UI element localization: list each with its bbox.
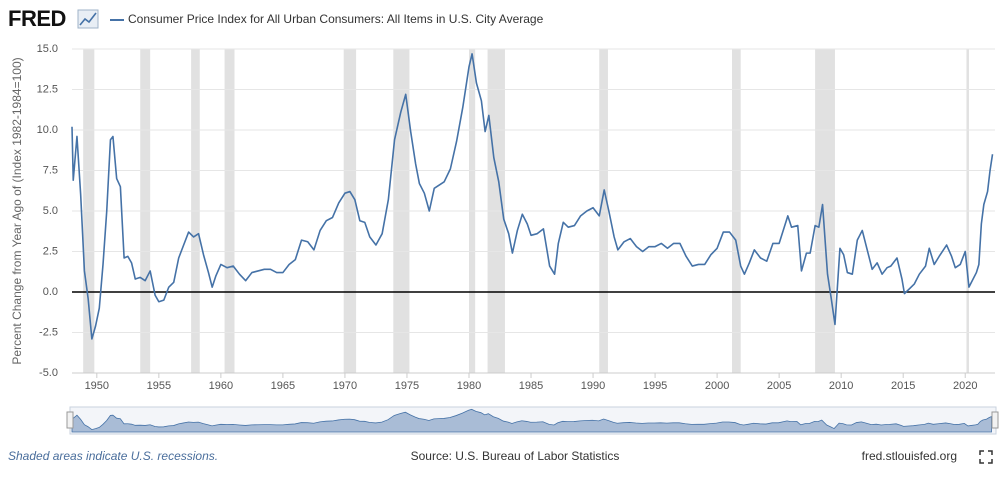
- x-tick-label: 1960: [209, 380, 233, 392]
- y-tick-label: -5.0: [39, 367, 58, 379]
- y-tick-label: -2.5: [39, 326, 58, 338]
- x-tick-label: 1975: [395, 380, 419, 392]
- x-tick-label: 1970: [333, 380, 357, 392]
- x-tick-label: 2005: [767, 380, 791, 392]
- y-axis-label: Percent Change from Year Ago of (Index 1…: [10, 57, 24, 364]
- x-tick-label: 1985: [519, 380, 543, 392]
- navigator-area: [71, 408, 992, 433]
- y-tick-label: 15.0: [37, 43, 58, 55]
- y-tick-label: 10.0: [37, 124, 58, 136]
- y-tick-label: 5.0: [43, 205, 58, 217]
- navigator-handle[interactable]: [991, 411, 999, 429]
- y-tick-label: 2.5: [43, 245, 58, 257]
- x-tick-label: 1990: [581, 380, 605, 392]
- y-tick-label: 7.5: [43, 164, 58, 176]
- y-tick-label: 0.0: [43, 286, 58, 298]
- y-tick-label: 12.5: [37, 83, 58, 95]
- navigator: [66, 406, 999, 435]
- x-tick-label: 1980: [457, 380, 481, 392]
- x-tick-label: 1965: [271, 380, 295, 392]
- x-tick-label: 1995: [643, 380, 667, 392]
- x-tick-label: 1955: [147, 380, 171, 392]
- source: Source: U.S. Bureau of Labor Statistics: [411, 449, 620, 463]
- x-tick-label: 2010: [829, 380, 853, 392]
- logo-icon: [77, 9, 99, 29]
- x-tick-label: 2020: [953, 380, 977, 392]
- fullscreen-icon[interactable]: [979, 450, 993, 464]
- x-tick-label: 2000: [705, 380, 729, 392]
- x-tick-label: 2015: [891, 380, 915, 392]
- legend-entry: Consumer Price Index for All Urban Consu…: [128, 12, 544, 26]
- series-line: [71, 53, 994, 340]
- logo: FRED: [8, 6, 66, 31]
- x-tick-label: 1950: [85, 380, 109, 392]
- recession-note: Shaded areas indicate U.S. recessions.: [8, 449, 218, 463]
- site-link[interactable]: fred.stlouisfed.org: [862, 449, 957, 463]
- navigator-handle[interactable]: [66, 411, 74, 429]
